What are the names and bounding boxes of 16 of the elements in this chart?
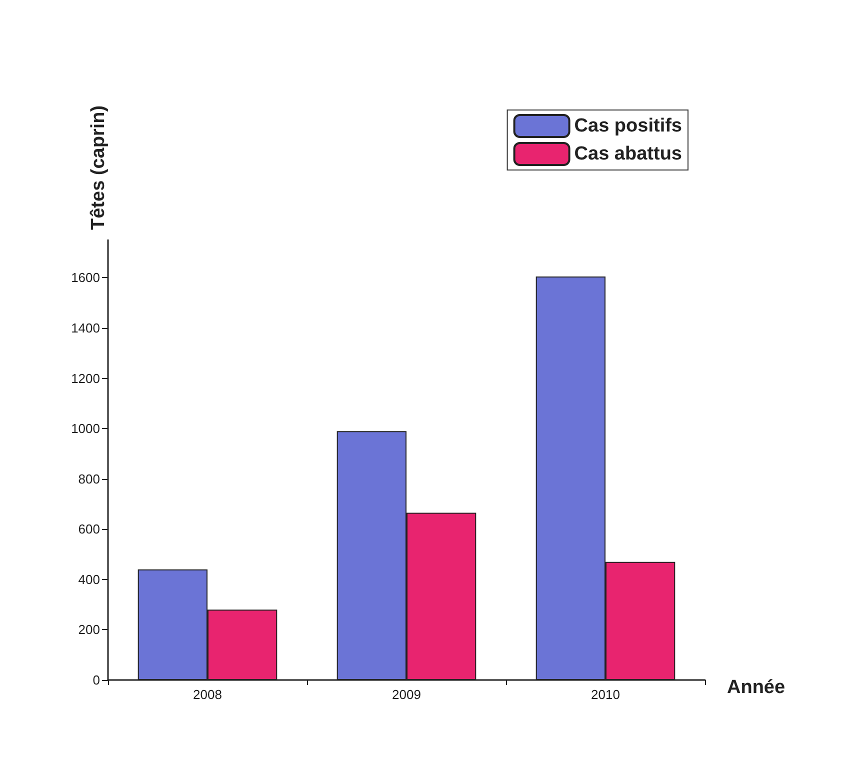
x-tick-label: 2010	[591, 687, 620, 702]
y-tick-label: 1400	[71, 320, 100, 336]
legend-label: Cas positifs	[574, 116, 682, 136]
x-tick-label: 2008	[193, 687, 222, 702]
legend-label: Cas abattus	[574, 144, 682, 164]
x-axis-title: Année	[727, 677, 786, 698]
y-tick-label: 400	[78, 572, 100, 587]
y-tick-label: 800	[78, 471, 100, 486]
y-tick-label: 200	[78, 622, 100, 638]
y-axis-title: Têtes (caprin)	[88, 105, 109, 230]
x-tick-label: 2009	[392, 687, 421, 702]
y-tick-label: 600	[78, 522, 100, 537]
y-tick-label: 1200	[71, 370, 100, 386]
y-tick-label: 1000	[71, 421, 100, 436]
y-tick-label: 1600	[71, 270, 100, 286]
y-tick-label: 0	[92, 672, 100, 688]
